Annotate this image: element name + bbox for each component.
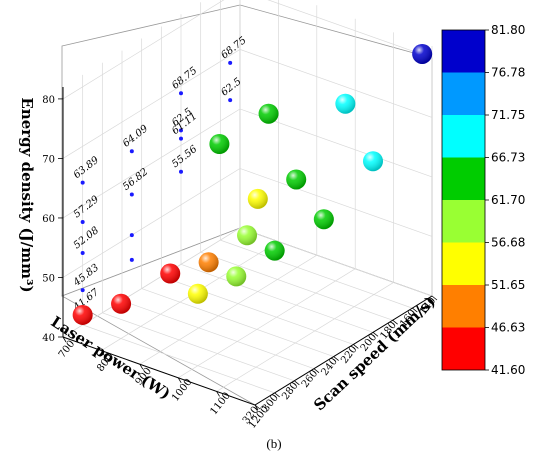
bubbles [72, 43, 433, 325]
z-axis-title: Energy density (J/mm³) [18, 97, 36, 292]
colorbar-label: 41.60 [491, 363, 525, 377]
z-tick-label: 60 [42, 214, 55, 225]
x-tick-240 [333, 356, 339, 361]
chart-panes [61, 4, 433, 406]
projection-point [80, 250, 85, 255]
colorbar-label: 66.73 [491, 151, 525, 165]
y-tick-label: 1000 [170, 377, 194, 404]
projection-point [129, 192, 134, 197]
bubble-highlight [258, 103, 279, 124]
colorbar-label: 56.68 [491, 236, 525, 250]
bubble-highlight [247, 188, 268, 209]
bubble-highlight [363, 151, 383, 172]
axes [62, 87, 433, 406]
x-tick-260 [313, 368, 320, 373]
z-tick-label: 70 [42, 154, 55, 165]
bubble-highlight [198, 252, 219, 273]
x-tick-280 [294, 380, 300, 386]
projection-point [129, 257, 134, 262]
bubble-highlight [412, 43, 433, 64]
projection-point [129, 149, 134, 154]
projection-point [179, 136, 183, 141]
bubble-highlight [237, 225, 258, 246]
bubble-highlight [187, 283, 208, 304]
floor-grid-x-160 [220, 239, 413, 309]
colorbar-segment [442, 30, 485, 73]
projection-point [179, 91, 183, 96]
projection-point [80, 219, 85, 224]
colorbar: 41.60 46.63 51.65 56.68 61.70 66.73 71.75 76.78… [441, 23, 525, 377]
floor-grid-x-200 [180, 264, 374, 333]
figure-caption: (b) [266, 436, 281, 451]
floor-grid-x-240 [141, 288, 334, 357]
x-tick-300 [274, 392, 280, 398]
colorbar-label: 61.70 [491, 193, 525, 207]
y-axis-line [62, 336, 256, 406]
projection-point [179, 128, 183, 133]
projection-point [80, 288, 85, 293]
floor-grid-x-180 [200, 251, 393, 321]
bubble-highlight [335, 93, 356, 114]
x-tick-200 [372, 332, 379, 337]
bubble-highlight [111, 293, 132, 314]
colorbar-segment [442, 285, 485, 328]
z-tick-label: 40 [42, 333, 55, 344]
y-tick-label: 1100 [208, 390, 232, 417]
colorbar-segment [442, 200, 485, 243]
y-tick-1000 [177, 377, 182, 384]
colorbar-label: 51.65 [491, 278, 525, 292]
colorbar-segment [442, 115, 485, 158]
wall-grid-z-70 [62, 49, 433, 159]
x-axis-line [254, 295, 433, 406]
bubble-highlight [313, 209, 334, 230]
x-tick-160 [412, 307, 418, 313]
projection-point [228, 60, 233, 65]
projection-point [179, 169, 183, 174]
colorbar-label: 81.80 [491, 23, 525, 37]
projection-point [129, 233, 134, 238]
z-tick-label: 50 [42, 273, 55, 284]
bubble-highlight [160, 263, 181, 284]
floor-grid-x-280 [102, 312, 295, 382]
colorbar-label: 46.63 [491, 321, 525, 335]
x-tick-140 [431, 295, 438, 301]
y-tick-1100 [216, 391, 220, 397]
bubble-highlight [72, 304, 93, 325]
floor-grid-x-300 [82, 324, 275, 394]
bubble-highlight [286, 169, 307, 190]
bubble-highlight [209, 134, 230, 155]
floor-grid-y-1100 [216, 282, 394, 392]
y-tick-900 [139, 363, 144, 370]
x-tick-220 [353, 344, 359, 349]
projection-point [80, 180, 85, 185]
floor-grid-y-900 [139, 254, 317, 365]
colorbar-segment [442, 327, 485, 370]
wall-grid-z-50 [62, 168, 433, 278]
wall-grid-z-80 [62, 0, 433, 100]
floor-grid-x-260 [121, 300, 315, 369]
bubble-highlight [264, 240, 285, 261]
y-tick-800 [101, 350, 105, 356]
colorbar-label: 76.78 [491, 66, 525, 80]
y-tick-700 [62, 336, 67, 343]
projection-point [228, 98, 233, 103]
bubble-highlight [226, 266, 247, 287]
x-tick-180 [392, 319, 398, 325]
y-tick-1200 [254, 404, 259, 411]
z-tick-label: 80 [42, 95, 55, 106]
colorbar-segment [442, 157, 485, 200]
colorbar-segment [442, 242, 485, 285]
floor-grid-y-1000 [178, 268, 356, 379]
colorbar-segment [442, 72, 485, 115]
colorbar-label: 71.75 [491, 108, 525, 122]
